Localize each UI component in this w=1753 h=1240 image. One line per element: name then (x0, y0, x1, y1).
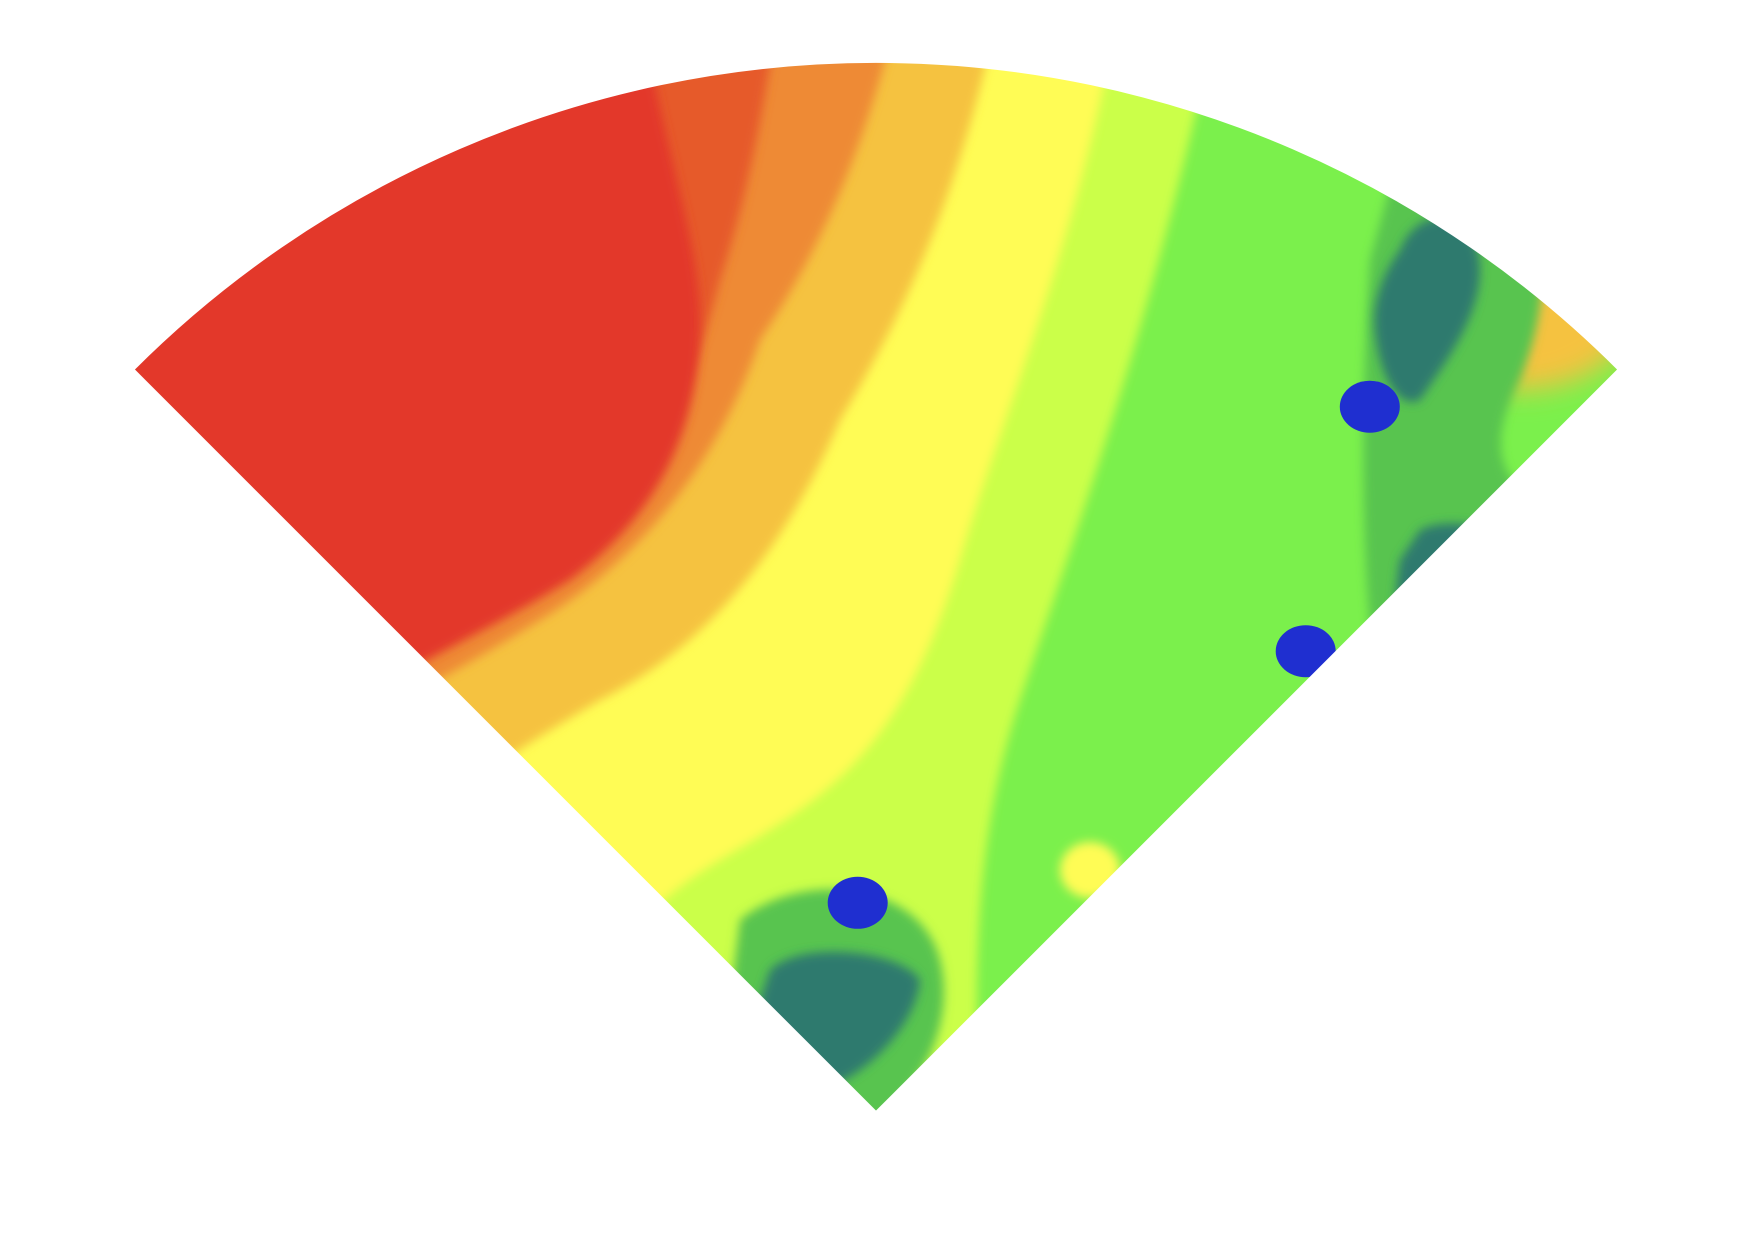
contour-shell-right (1395, 523, 1550, 720)
minimum-right (1275, 625, 1336, 678)
sector-outline (132, 60, 1620, 1114)
contour-shell-upper-right (1374, 217, 1480, 402)
contour-bump-orange (975, 1045, 1045, 1095)
minimum-upper-right (1339, 380, 1400, 433)
minimum-lower (827, 876, 888, 929)
contour-band-5 (133, 61, 700, 1000)
contour-bump-yellow (1060, 842, 1120, 898)
